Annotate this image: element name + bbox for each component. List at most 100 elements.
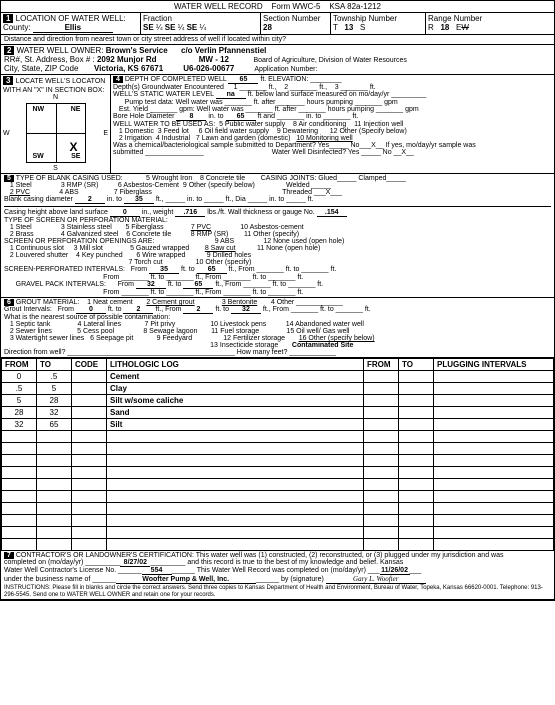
log-row bbox=[2, 455, 554, 467]
log-col: FROM bbox=[2, 359, 37, 371]
log-cell bbox=[2, 503, 37, 515]
box-nw: NW bbox=[32, 106, 44, 113]
use-5: 5 Public water supply bbox=[219, 121, 285, 128]
log-cell bbox=[72, 491, 107, 503]
screen-4: 4 Galvanized steel bbox=[61, 231, 119, 238]
contam-12: 12 Fertilizer storage bbox=[223, 335, 285, 342]
form-number: Form WWC-5 bbox=[272, 2, 321, 11]
log-cell bbox=[2, 443, 37, 455]
log-cell bbox=[434, 515, 554, 527]
log-cell bbox=[37, 443, 72, 455]
log-cell bbox=[2, 539, 37, 551]
log-col: TO bbox=[399, 359, 434, 371]
log-cell: Silt bbox=[107, 419, 364, 431]
log-cell bbox=[399, 455, 434, 467]
log-cell bbox=[37, 491, 72, 503]
contam-8: 8 Sewage lagoon bbox=[143, 328, 197, 335]
box-ne: NE bbox=[71, 106, 81, 113]
open-6: 6 Wire wrapped bbox=[136, 252, 185, 259]
log-cell: .5 bbox=[37, 371, 72, 383]
log-row: 0.5Cement bbox=[2, 371, 554, 383]
log-cell bbox=[107, 539, 364, 551]
box-sw: SW bbox=[32, 153, 43, 160]
log-row: 2832Sand bbox=[2, 407, 554, 419]
casing-4: 4 ABS bbox=[59, 189, 78, 196]
log-cell bbox=[107, 431, 364, 443]
casing-5: 5 Wrought Iron bbox=[146, 175, 192, 182]
log-cell bbox=[364, 395, 399, 407]
log-cell bbox=[434, 479, 554, 491]
log-row bbox=[2, 491, 554, 503]
static-level: na bbox=[216, 91, 246, 99]
log-col: PLUGGING INTERVALS bbox=[434, 359, 554, 371]
casing-6: 6 Asbestos-Cement bbox=[118, 182, 179, 189]
log-cell bbox=[399, 371, 434, 383]
log-col: CODE bbox=[72, 359, 107, 371]
log-cell: 0 bbox=[2, 371, 37, 383]
casing-joints: CASING JOINTS: Glued_____ Clamped_____ bbox=[261, 175, 406, 182]
log-cell bbox=[72, 443, 107, 455]
log-row bbox=[2, 443, 554, 455]
cert-title: CONTRACTOR'S OR LANDOWNER'S CERTIFICATIO… bbox=[16, 552, 504, 559]
contam-6: 6 Seepage pit bbox=[90, 335, 133, 342]
log-cell bbox=[399, 503, 434, 515]
grout-to2: 32 bbox=[231, 306, 261, 314]
log-cell bbox=[72, 371, 107, 383]
contam-16: 16 Other (specify below) bbox=[299, 335, 375, 342]
open-4: 4 Key punched bbox=[76, 252, 123, 259]
use-12: 12 Other (Specify below) bbox=[330, 128, 407, 135]
log-cell bbox=[72, 527, 107, 539]
log-cell bbox=[364, 503, 399, 515]
log-cell bbox=[434, 443, 554, 455]
log-cell: Clay bbox=[107, 383, 364, 395]
use-8: 8 Air conditioning bbox=[293, 121, 346, 128]
contam-4: 4 Lateral lines bbox=[78, 321, 122, 328]
frac3: SE bbox=[187, 23, 198, 32]
contam-14: 14 Abandoned water well bbox=[286, 321, 364, 328]
log-row bbox=[2, 503, 554, 515]
feet-label: How many feet? bbox=[237, 349, 288, 356]
log-cell bbox=[364, 371, 399, 383]
log-cell bbox=[364, 419, 399, 431]
form-ksa: KSA 82a-1212 bbox=[329, 2, 381, 11]
contam-7: 7 Pit privy bbox=[144, 321, 175, 328]
casing-weight: .716 bbox=[175, 209, 205, 217]
log-cell bbox=[434, 527, 554, 539]
compass-w: W bbox=[3, 130, 10, 137]
log-cell bbox=[364, 455, 399, 467]
log-cell: 32 bbox=[37, 407, 72, 419]
open-9: 9 Drilled holes bbox=[207, 252, 251, 259]
log-cell bbox=[107, 479, 364, 491]
log-row bbox=[2, 431, 554, 443]
distance-label: Distance and direction from nearest town… bbox=[1, 35, 554, 45]
log-cell bbox=[364, 515, 399, 527]
grout-3: 3 Bentonite bbox=[222, 299, 257, 306]
log-row: 528Silt w/some caliche bbox=[2, 395, 554, 407]
chem-label: Was a chemical/bacteriological sample su… bbox=[113, 142, 476, 149]
section-num-1: 1 bbox=[3, 14, 13, 23]
screen-7: 7 PVC bbox=[191, 224, 211, 231]
section-num: 28 bbox=[263, 23, 272, 32]
log-cell bbox=[399, 407, 434, 419]
log-cell bbox=[37, 431, 72, 443]
log-cell bbox=[399, 419, 434, 431]
log-cell bbox=[434, 503, 554, 515]
use-10: 10 Monitoring well bbox=[296, 135, 352, 142]
casing-title: TYPE OF BLANK CASING USED: bbox=[16, 175, 123, 182]
log-cell bbox=[434, 539, 554, 551]
open-11: 11 None (open hole) bbox=[257, 245, 320, 252]
cert-sig: Gary L. Woofter bbox=[326, 575, 426, 584]
section-2-owner: 2 WATER WELL OWNER: Brown's Service c/o … bbox=[1, 45, 554, 75]
log-cell bbox=[107, 443, 364, 455]
open-10: 10 Other (specify) bbox=[196, 259, 252, 266]
log-cell bbox=[364, 383, 399, 395]
board-label: Board of Agriculture, Division of Water … bbox=[253, 57, 406, 64]
casing-to: 35 bbox=[124, 196, 154, 204]
log-cell bbox=[72, 479, 107, 491]
section-7-cert: 7 CONTRACTOR'S OR LANDOWNER'S CERTIFICAT… bbox=[1, 551, 554, 600]
log-cell bbox=[434, 491, 554, 503]
log-cell bbox=[37, 539, 72, 551]
log-cell bbox=[2, 491, 37, 503]
log-row bbox=[2, 467, 554, 479]
water-well-record-form: WATER WELL RECORD Form WWC-5 KSA 82a-121… bbox=[0, 0, 555, 601]
